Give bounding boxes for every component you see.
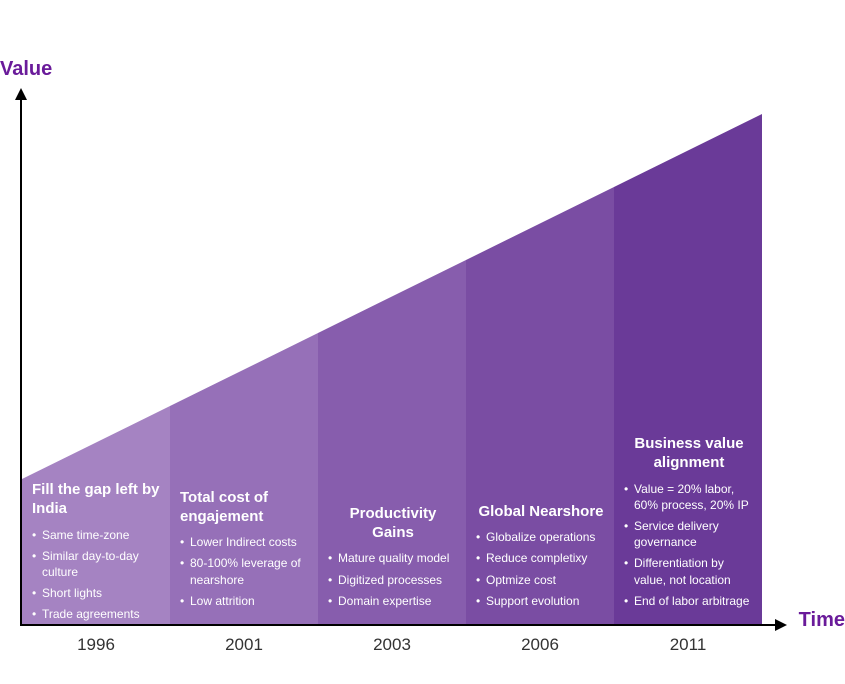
segment-content: Total cost of engajement Lower Indirect c… xyxy=(180,489,310,614)
segment-title: Global Nearshore xyxy=(476,503,606,522)
bullet-item: 80-100% leverage of nearshore xyxy=(180,555,310,587)
x-tick-1996: 1996 xyxy=(77,635,115,655)
bullet-item: Reduce completixy xyxy=(476,550,606,566)
bullet-item: End of labor arbitrage xyxy=(624,593,754,609)
plot-area: Fill the gap left by India Same time-zone… xyxy=(22,90,762,624)
segment-content: Global Nearshore Globalize operations Redu… xyxy=(476,503,606,615)
bullet-item: Low attrition xyxy=(180,593,310,609)
segment-2011: Business value alignment Value = 20% labo… xyxy=(614,90,762,624)
segment-2001: Total cost of engajement Lower Indirect c… xyxy=(170,90,318,624)
segment-2003: Productivity Gains Mature quality model Di… xyxy=(318,90,466,624)
bullet-item: Trade agreements xyxy=(32,606,162,622)
bullet-item: Service delivery governance xyxy=(624,518,754,550)
segment-content: Productivity Gains Mature quality model Di… xyxy=(328,505,458,614)
bullet-item: Mature quality model xyxy=(328,550,458,566)
value-time-chart: Value Time Fill the gap left by India Sam… xyxy=(0,60,845,660)
bullet-item: Domain expertise xyxy=(328,593,458,609)
x-axis-ticks: 1996 2001 2003 2006 2011 xyxy=(22,635,762,659)
segment-title: Productivity Gains xyxy=(328,505,458,543)
segment-2006: Global Nearshore Globalize operations Redu… xyxy=(466,90,614,624)
bullet-item: Same time-zone xyxy=(32,527,162,543)
bullet-item: Value = 20% labor, 60% process, 20% IP xyxy=(624,481,754,513)
bullet-item: Short lights xyxy=(32,585,162,601)
bullet-item: Support evolution xyxy=(476,593,606,609)
segment-title: Business value alignment xyxy=(624,435,754,473)
segment-bullets: Lower Indirect costs 80-100% leverage of … xyxy=(180,534,310,609)
bullet-item: Digitized processes xyxy=(328,572,458,588)
bullet-item: Optmize cost xyxy=(476,572,606,588)
segment-1996: Fill the gap left by India Same time-zone… xyxy=(22,90,170,624)
segment-bullets: Value = 20% labor, 60% process, 20% IP Se… xyxy=(624,481,754,609)
bullet-item: Similar day-to-day culture xyxy=(32,548,162,580)
segment-content: Business value alignment Value = 20% labo… xyxy=(624,435,754,614)
x-tick-2006: 2006 xyxy=(521,635,559,655)
x-tick-2001: 2001 xyxy=(225,635,263,655)
x-tick-2003: 2003 xyxy=(373,635,411,655)
segment-title: Total cost of engajement xyxy=(180,489,310,527)
x-axis-label: Time xyxy=(799,609,845,632)
x-axis xyxy=(20,624,785,626)
bullet-item: Globalize operations xyxy=(476,529,606,545)
segment-bullets: Same time-zone Similar day-to-day culture… xyxy=(32,527,162,623)
segment-content: Fill the gap left by India Same time-zone… xyxy=(32,481,162,614)
segment-title: Fill the gap left by India xyxy=(32,481,162,519)
x-tick-2011: 2011 xyxy=(670,635,707,655)
segment-bullets: Mature quality model Digitized processes D… xyxy=(328,550,458,609)
y-axis-label: Value xyxy=(0,58,52,81)
segment-bullets: Globalize operations Reduce completixy Opt… xyxy=(476,529,606,609)
bullet-item: Lower Indirect costs xyxy=(180,534,310,550)
bullet-item: Differentiation by value, not location xyxy=(624,555,754,587)
